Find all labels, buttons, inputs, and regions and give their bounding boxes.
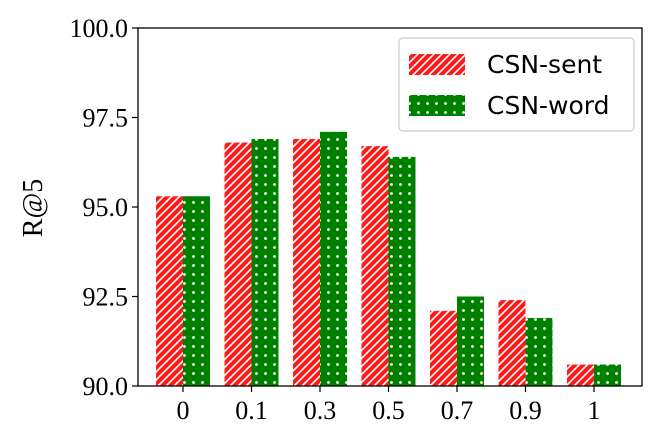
legend-label-csn-word: CSN-word xyxy=(487,91,610,120)
x-tick-label: 1 xyxy=(588,396,601,425)
bar-csn-sent xyxy=(361,146,389,386)
x-axis: 0 0.1 0.3 0.5 0.7 0.9 1 xyxy=(177,386,601,425)
y-tick-label: 90.0 xyxy=(83,372,129,401)
legend: CSN-sent CSN-word xyxy=(398,37,635,132)
bar-csn-sent xyxy=(430,310,457,386)
y-tick-label: 97.5 xyxy=(83,104,129,133)
x-tick-label: 0.1 xyxy=(235,396,268,425)
legend-swatch-csn-word xyxy=(409,95,465,116)
y-axis: 90.0 92.5 95.0 97.5 100.0 xyxy=(70,14,138,401)
x-tick-label: 0.7 xyxy=(441,396,474,425)
legend-label-csn-sent: CSN-sent xyxy=(487,50,602,79)
legend-swatch-csn-sent xyxy=(409,54,465,75)
bar-csn-word xyxy=(525,317,553,386)
bar-csn-sent xyxy=(567,364,594,386)
bar-csn-word xyxy=(594,364,621,386)
bars xyxy=(156,131,621,386)
bar-csn-sent xyxy=(293,138,320,386)
bar-csn-word xyxy=(251,138,279,386)
bar-csn-sent xyxy=(156,196,183,386)
x-tick-label: 0.3 xyxy=(304,396,337,425)
y-tick-label: 95.0 xyxy=(83,193,129,222)
bar-csn-word xyxy=(388,156,416,386)
bar-csn-word xyxy=(320,131,347,386)
y-tick-label: 92.5 xyxy=(83,283,129,312)
bar-csn-sent xyxy=(498,300,526,386)
x-tick-label: 0.9 xyxy=(509,396,542,425)
y-axis-title: R@5 xyxy=(18,179,49,237)
x-tick-label: 0 xyxy=(177,396,190,425)
y-tick-label: 100.0 xyxy=(70,14,129,43)
bar-csn-word xyxy=(457,296,484,386)
bar-csn-sent xyxy=(224,142,252,386)
bar-csn-word xyxy=(183,196,210,386)
x-tick-label: 0.5 xyxy=(372,396,405,425)
plot-frame xyxy=(137,27,643,387)
